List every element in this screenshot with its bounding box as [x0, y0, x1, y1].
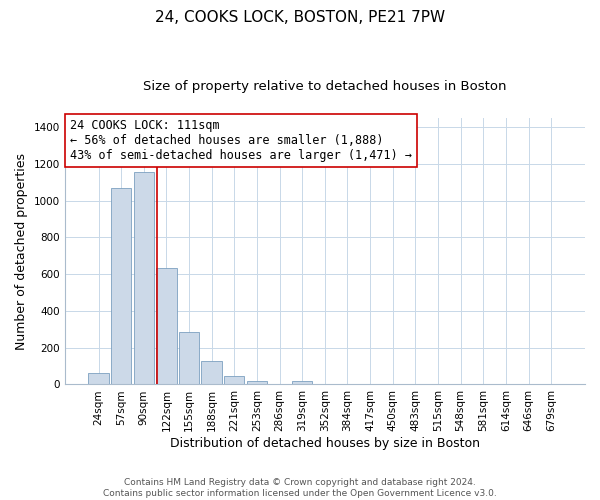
Y-axis label: Number of detached properties: Number of detached properties — [15, 152, 28, 350]
Text: Contains HM Land Registry data © Crown copyright and database right 2024.
Contai: Contains HM Land Registry data © Crown c… — [103, 478, 497, 498]
Bar — [247, 381, 267, 384]
Title: Size of property relative to detached houses in Boston: Size of property relative to detached ho… — [143, 80, 506, 93]
Bar — [202, 360, 222, 384]
X-axis label: Distribution of detached houses by size in Boston: Distribution of detached houses by size … — [170, 437, 480, 450]
Bar — [292, 381, 313, 384]
Bar — [156, 268, 176, 384]
Text: 24 COOKS LOCK: 111sqm
← 56% of detached houses are smaller (1,888)
43% of semi-d: 24 COOKS LOCK: 111sqm ← 56% of detached … — [70, 119, 412, 162]
Bar — [111, 188, 131, 384]
Text: 24, COOKS LOCK, BOSTON, PE21 7PW: 24, COOKS LOCK, BOSTON, PE21 7PW — [155, 10, 445, 25]
Bar — [179, 332, 199, 384]
Bar — [134, 172, 154, 384]
Bar — [88, 372, 109, 384]
Bar — [224, 376, 244, 384]
